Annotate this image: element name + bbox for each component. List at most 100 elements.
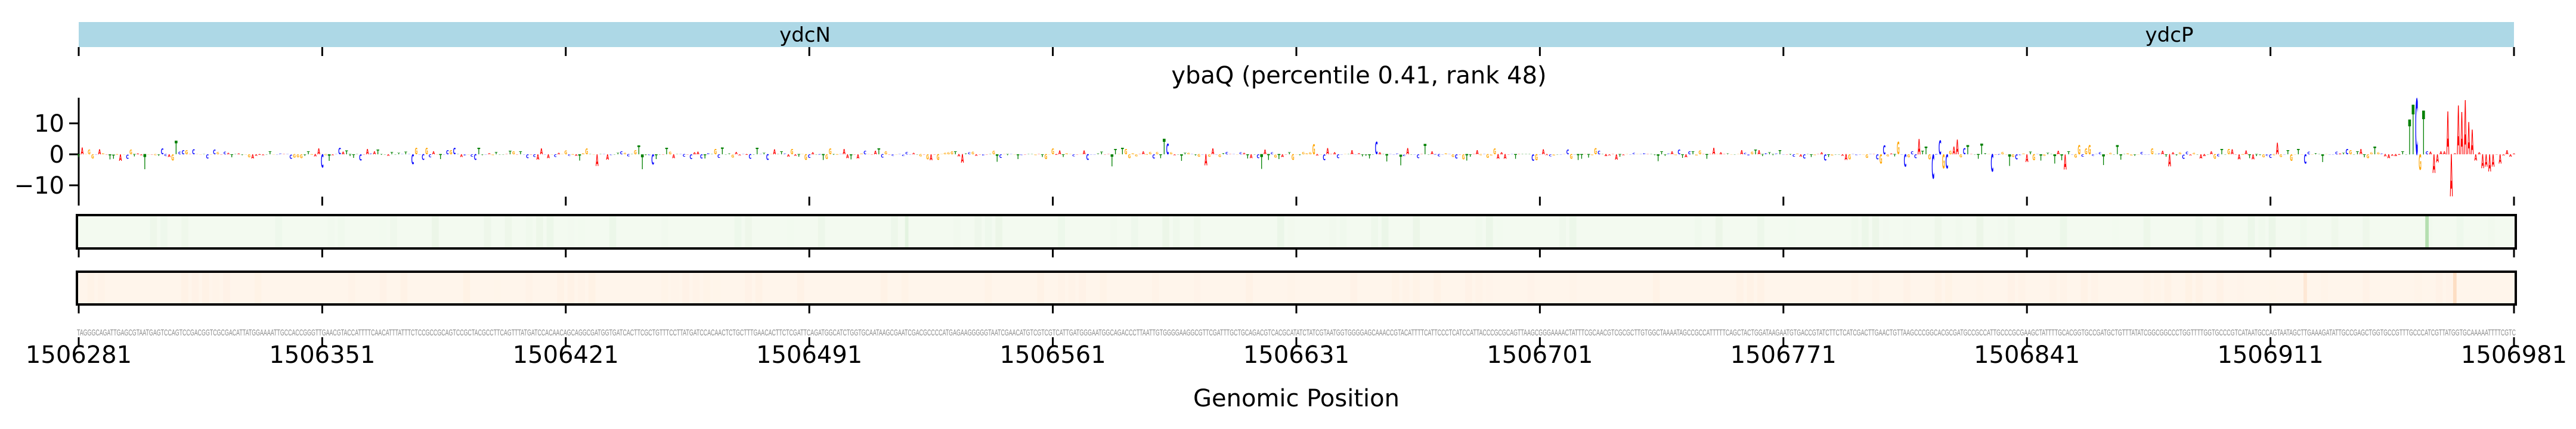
logo-letter: T (2411, 92, 2414, 172)
logo-letter: C (1963, 147, 1966, 157)
logo-letter: A (387, 154, 390, 157)
logo-letter: T (1277, 153, 1280, 161)
track-cell (2456, 215, 2464, 248)
logo-letter: G (2293, 154, 2297, 155)
track-cell (2049, 272, 2057, 304)
logo-letter: A (262, 154, 265, 156)
logo-letter: T (665, 146, 668, 157)
logo-letter: A (2432, 150, 2435, 179)
logo-letter: G (714, 148, 717, 157)
logo-letter: C (2158, 153, 2161, 154)
logo-letter: A (958, 154, 961, 157)
track-cell (254, 272, 262, 304)
track-cell (745, 272, 752, 304)
logo-letter: T (478, 146, 481, 157)
track-cell (98, 272, 105, 304)
track-cell (181, 215, 188, 248)
logo-letter: T (645, 154, 648, 156)
logo-letter: A (2495, 154, 2498, 155)
track-highlight (2453, 272, 2457, 304)
logo-letter: C (2018, 154, 2021, 156)
logo-letter: C (679, 154, 683, 155)
logo-letter: C (902, 154, 905, 157)
logo-letter: T (2401, 151, 2404, 156)
track-cell (2143, 272, 2151, 304)
logo-letter: T (822, 153, 825, 162)
track-cell (275, 215, 283, 248)
nucleotide-sequence: TAGGGCAGATTGAGCGTAATGAGTCCAGTCCGACGGTCGC… (77, 328, 2516, 338)
logo-letter: C (1396, 154, 1400, 155)
logo-letter: A (2464, 85, 2467, 172)
track-cell (2415, 272, 2422, 304)
logo-letter: A (2394, 154, 2397, 157)
logo-letter: T (916, 154, 919, 155)
logo-letter: A (2339, 154, 2342, 155)
logo-letter: C (2332, 154, 2335, 155)
logo-letter: T (1100, 151, 1103, 156)
logo-letter: T (815, 154, 819, 155)
logo-letter: G (2088, 142, 2091, 157)
logo-letter: A (2064, 150, 2067, 174)
logo-letter: A (735, 152, 738, 156)
logo-letter: T (763, 153, 766, 156)
logo-letter: C (1859, 154, 1862, 155)
logo-letter: T (2259, 154, 2262, 156)
logo-letter: T (1114, 148, 1117, 157)
logo-letter: T (2113, 154, 2116, 155)
logo-letter: A (2509, 154, 2512, 158)
logo-letter: C (2415, 85, 2418, 173)
logo-letter: T (380, 154, 383, 156)
logo-letter: G (1274, 154, 1277, 159)
logo-letter: C (453, 146, 456, 157)
logo-letter: C (1931, 148, 1934, 187)
logo-letter: C (766, 153, 769, 162)
logo-letter: G (1045, 154, 1048, 161)
logo-letter: A (547, 153, 550, 160)
logo-letter: T (439, 153, 442, 161)
logo-letter: A (1605, 154, 1608, 157)
logo-letter: A (1076, 154, 1079, 155)
track-cell (1433, 272, 1441, 304)
track-cell (1934, 272, 1942, 304)
logo-letter: A (516, 154, 519, 155)
logo-letter: C (2071, 154, 2075, 155)
logo-letter: G (971, 152, 974, 156)
logo-letter: G (2272, 154, 2275, 156)
logo-letter: T (1194, 154, 1197, 156)
logo-letter: C (1911, 151, 1914, 156)
logo-letter: G (2001, 152, 2004, 156)
logo-letter: A (596, 151, 599, 170)
logo-letter: A (2513, 153, 2516, 155)
logo-letter: G (1451, 154, 1454, 158)
logo-letter: C (1782, 154, 1785, 155)
logo-letter: A (314, 154, 317, 157)
logo-letter: A (1800, 154, 1803, 158)
logo-letter: T (2119, 154, 2122, 162)
logo-letter: T (1424, 141, 1427, 158)
logo-letter: T (1810, 154, 1813, 158)
track-cell (1392, 272, 1400, 304)
track-highlight (2303, 272, 2307, 304)
track-cell (2112, 215, 2119, 248)
logo-letter: G (1051, 147, 1054, 157)
logo-letter: G (415, 145, 418, 157)
logo-letter: C (2335, 151, 2338, 156)
logo-letter: G (2311, 154, 2314, 155)
logo-letter: T (78, 154, 80, 158)
logo-letter: T (637, 143, 640, 157)
track-green (76, 214, 2517, 250)
track-cell (1569, 215, 1577, 248)
gene-track: ydcN ydcP (79, 22, 2514, 47)
x-tick-label: 1506491 (756, 341, 862, 369)
track-cell (213, 272, 220, 304)
logo-letter: C (463, 154, 466, 157)
logo-letter: T (2221, 148, 2224, 157)
logo-letter: T (2255, 154, 2258, 157)
logo-letter: T (1692, 151, 1695, 156)
logo-letter: A (2189, 154, 2192, 157)
track-cell (609, 215, 617, 248)
logo-letter: G (324, 154, 327, 156)
logo-letter: G (1751, 152, 1754, 156)
logo-letter: C (470, 154, 473, 157)
logo-letter: G (1848, 154, 1851, 162)
